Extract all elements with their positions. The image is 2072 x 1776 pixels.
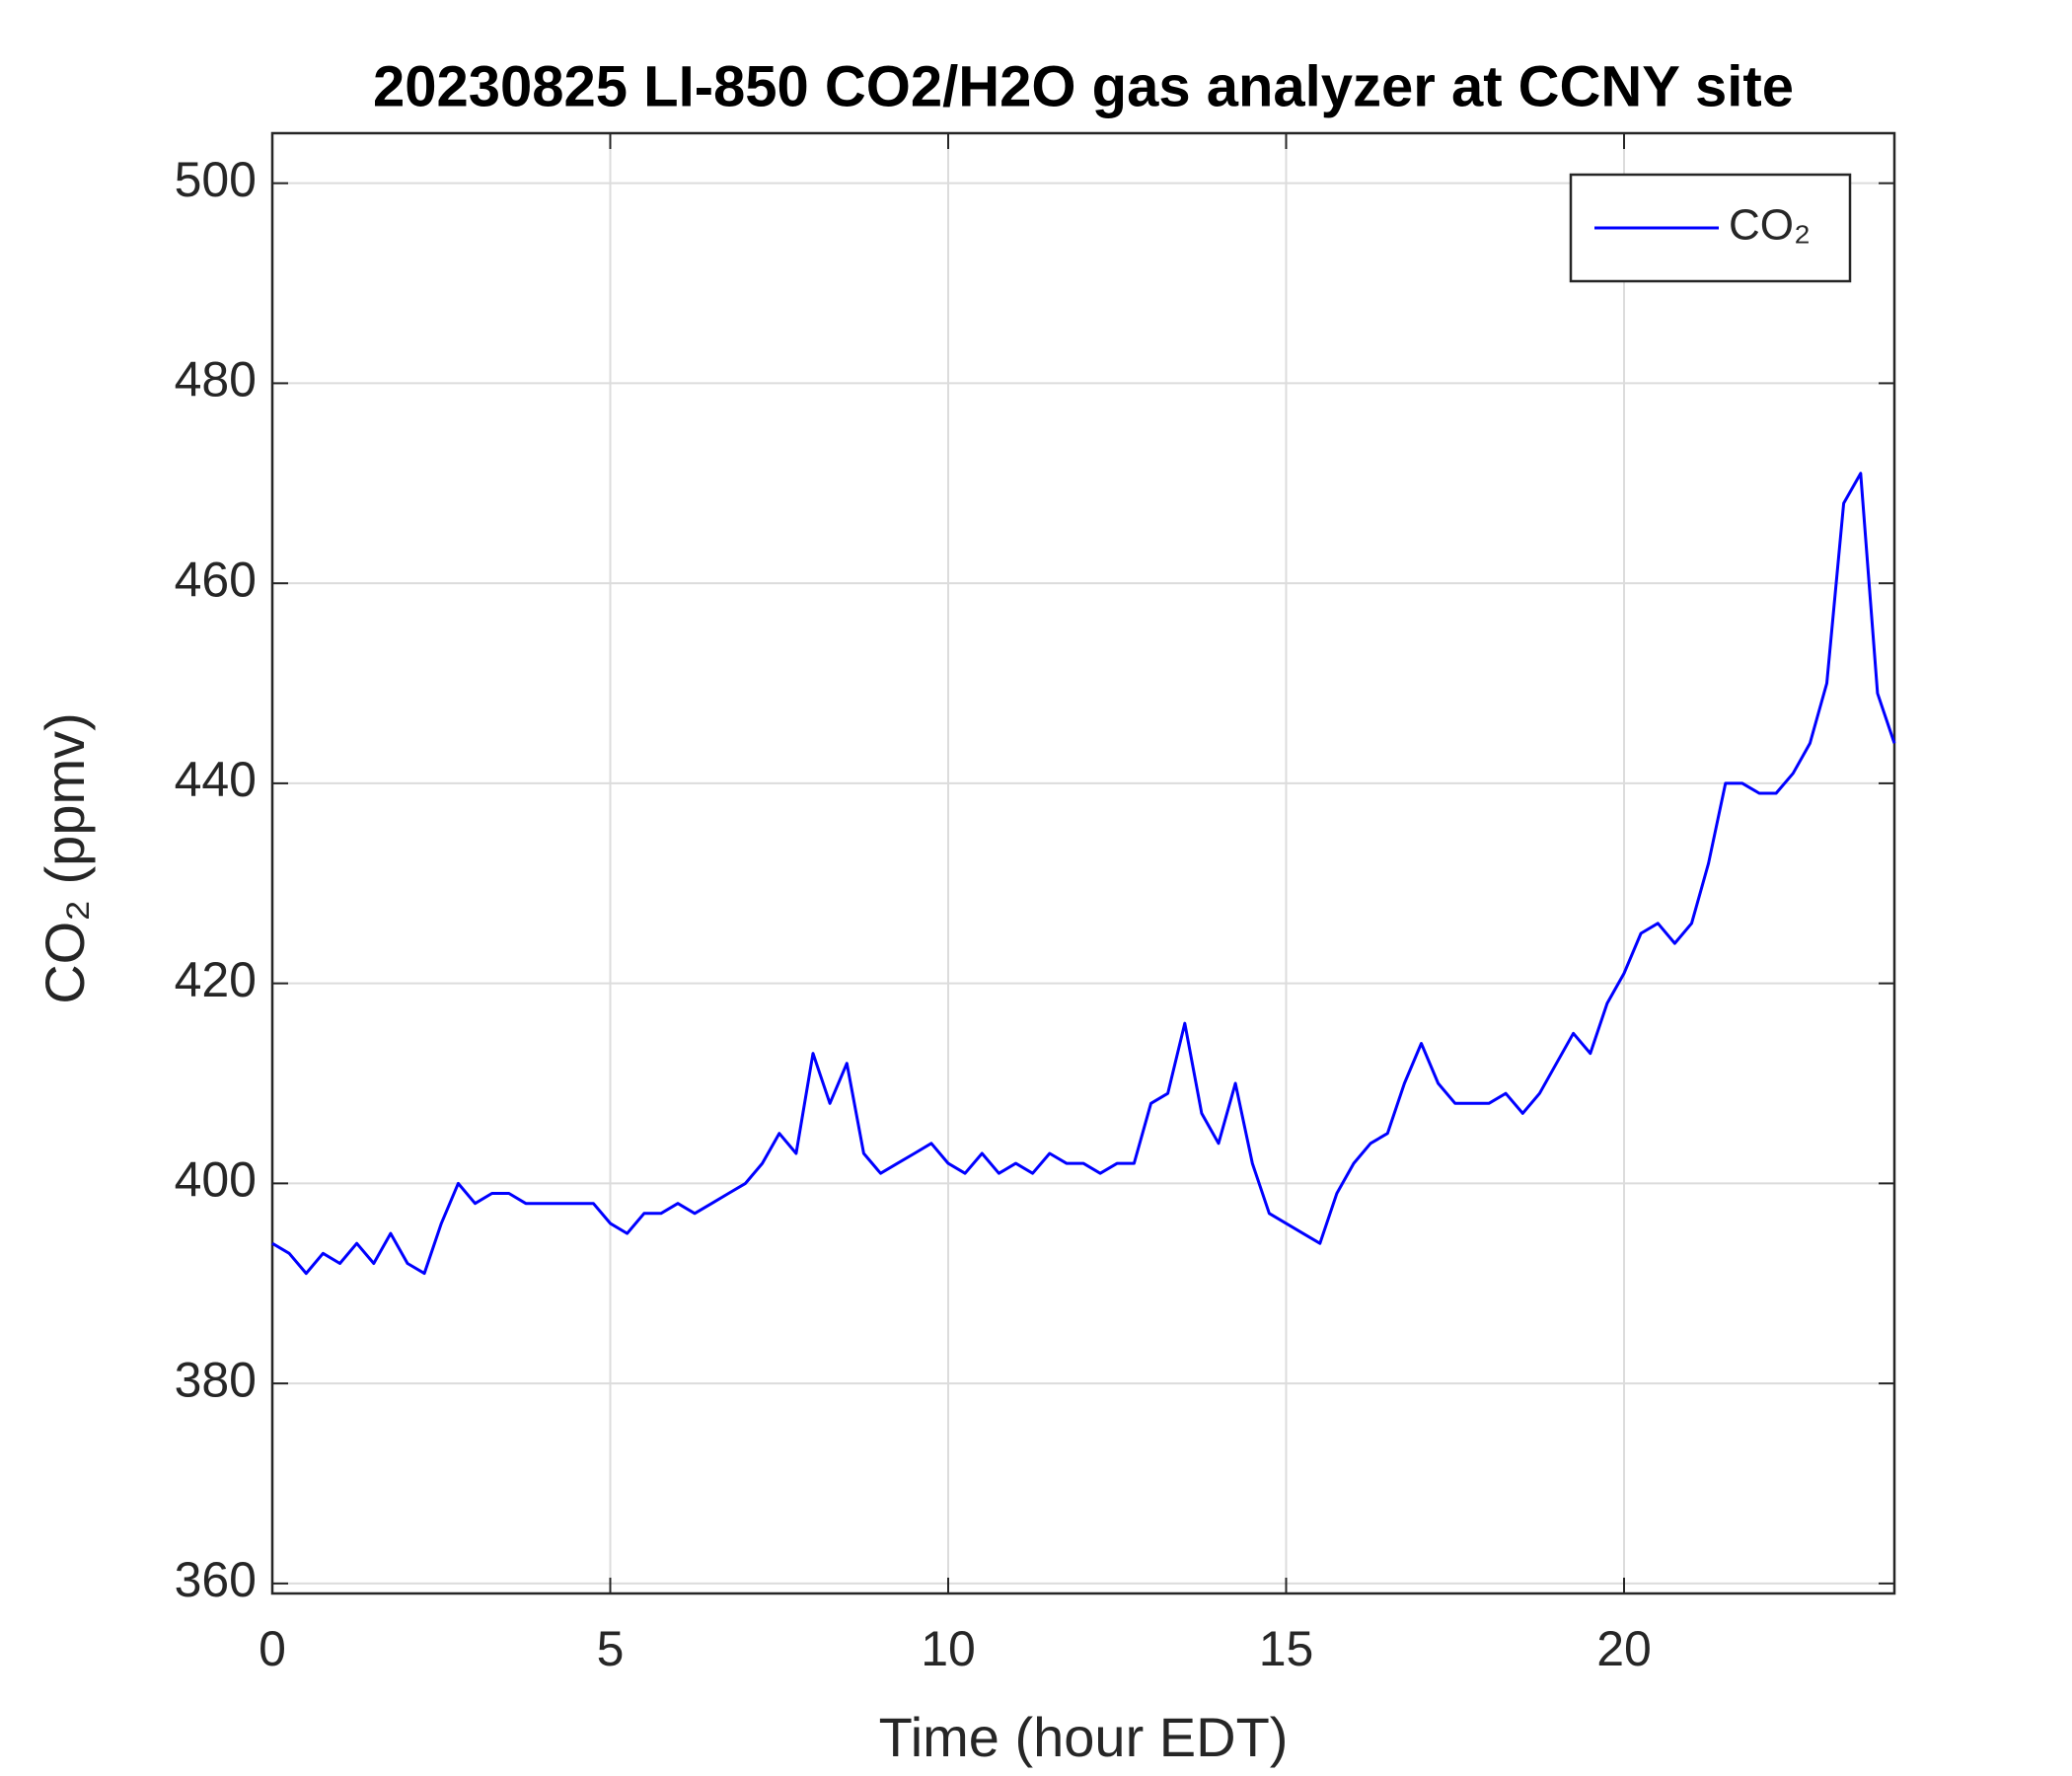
data-line — [271, 472, 1896, 1276]
x-tick-label: 0 — [259, 1621, 286, 1676]
y-tick-label: 440 — [175, 752, 257, 807]
y-tick-label: 380 — [175, 1352, 257, 1407]
y-axis-label: CO₂ (ppmv) — [34, 712, 96, 1004]
legend-label: CO₂ — [1729, 201, 1811, 250]
y-tick-label: 500 — [175, 152, 257, 207]
y-tick-label: 420 — [175, 952, 257, 1007]
y-tick-label: 400 — [175, 1152, 257, 1208]
x-tick-label: 5 — [597, 1621, 625, 1676]
y-tick-label: 480 — [175, 352, 257, 407]
x-tick-label: 15 — [1259, 1621, 1314, 1676]
y-tick-label: 360 — [175, 1552, 257, 1607]
x-tick-label: 10 — [921, 1621, 976, 1676]
plot-frame — [270, 131, 1896, 1595]
chart-title: 20230825 LI-850 CO2/H2O gas analyzer at … — [373, 54, 1794, 118]
y-tick-label: 460 — [175, 552, 257, 607]
x-axis-label: Time (hour EDT) — [879, 1706, 1289, 1768]
x-tick-label: 20 — [1596, 1621, 1652, 1676]
